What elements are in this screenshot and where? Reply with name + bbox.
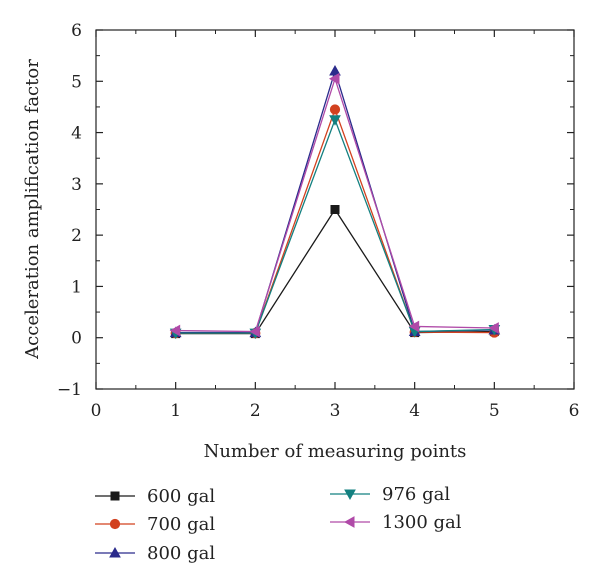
series-line (175, 117, 495, 334)
y-axis: −1 0 1 2 3 4 5 6 (57, 21, 574, 400)
x-axis-title: Number of measuring points (204, 441, 467, 462)
legend-item: 800 gal (95, 543, 215, 564)
y-tick-label: 1 (71, 277, 82, 297)
circle-marker (109, 518, 121, 530)
x-tick-label: 6 (569, 401, 580, 421)
y-tick-label: −1 (57, 380, 82, 400)
triangle-down-marker (329, 115, 341, 126)
y-tick-label: 5 (71, 72, 82, 92)
triangle-down-marker (344, 489, 356, 501)
x-tick-label: 2 (250, 401, 261, 421)
y-tick-label: 2 (71, 226, 82, 246)
legend-label: 976 gal (382, 484, 450, 505)
series-1 (170, 104, 500, 339)
x-axis: 0 1 2 3 4 5 6 (91, 30, 580, 421)
series-4 (169, 72, 499, 338)
triangle-up-marker (109, 546, 121, 558)
y-tick-label: 0 (71, 329, 82, 349)
x-tick-label: 1 (170, 401, 181, 421)
legend-item: 1300 gal (330, 512, 462, 533)
y-axis-title: Acceleration amplification factor (22, 59, 43, 360)
triangle-left-marker (488, 322, 499, 334)
x-tick-label: 5 (489, 401, 500, 421)
x-tick-label: 4 (409, 401, 420, 421)
triangle-left-marker (343, 516, 355, 528)
triangle-left-marker (408, 320, 420, 333)
legend-item: 600 gal (95, 486, 215, 507)
triangle-left-marker (328, 72, 340, 85)
legend-label: 1300 gal (382, 512, 462, 533)
series-layer (169, 64, 501, 340)
y-tick-label: 6 (71, 21, 82, 41)
x-tick-label: 0 (91, 401, 102, 421)
legend-label: 700 gal (147, 514, 215, 535)
legend-label: 600 gal (147, 486, 215, 507)
legend-label: 800 gal (147, 543, 215, 564)
series-0 (171, 205, 499, 339)
legend-item: 700 gal (95, 514, 215, 535)
y-tick-label: 3 (71, 175, 82, 195)
circle-marker (329, 104, 341, 115)
x-tick-label: 3 (330, 401, 341, 421)
series-line (175, 208, 495, 335)
triangle-left-marker (169, 324, 181, 337)
square-marker (330, 205, 340, 214)
legend: 600 gal 700 gal 800 gal 976 gal 1300 gal (95, 484, 462, 564)
triangle-up-marker (329, 64, 341, 76)
triangle-left-marker (249, 325, 260, 338)
series-line (175, 107, 495, 334)
series-3 (169, 115, 501, 340)
legend-item: 976 gal (330, 484, 450, 505)
y-tick-label: 4 (71, 124, 82, 144)
square-marker (110, 491, 120, 501)
